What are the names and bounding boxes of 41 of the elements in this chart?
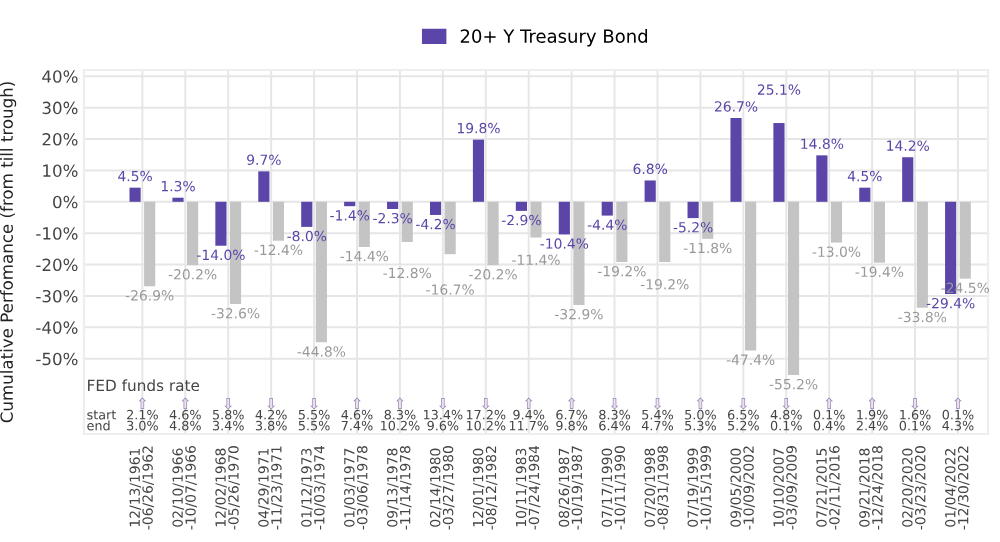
bar (187, 201, 199, 266)
bar (472, 139, 485, 202)
bar (959, 201, 971, 279)
bar (258, 171, 270, 202)
bar (873, 201, 885, 263)
bar (816, 155, 828, 202)
y-tick-label: 10% (43, 164, 78, 177)
y-tick-label: 20% (42, 133, 78, 146)
y-tick-label: -10% (36, 227, 78, 240)
bar (301, 201, 313, 227)
y-tick-label: 30% (42, 101, 78, 115)
bar (601, 201, 613, 216)
bar (429, 201, 442, 215)
y-tick-label: -50% (36, 352, 78, 366)
bar (745, 201, 757, 351)
y-tick-label: -30% (36, 289, 78, 303)
bar (787, 201, 800, 376)
bar (916, 201, 928, 308)
bar (830, 201, 843, 243)
y-tick-label: -40% (36, 321, 78, 334)
bar (902, 157, 914, 202)
y-axis-title: Cumulative Perfomance (from till trough) (0, 82, 17, 423)
bar (129, 187, 141, 202)
bar (859, 187, 871, 202)
y-tick-label: -20% (36, 258, 78, 272)
bar (515, 201, 527, 211)
y-tick-label: 0% (53, 195, 78, 209)
bar (730, 118, 742, 202)
bar (558, 201, 570, 235)
bar (215, 201, 227, 246)
legend-label: 20+ Y Treasury Bond (460, 29, 648, 47)
bar (773, 123, 785, 202)
bar (144, 201, 156, 287)
bar (387, 201, 399, 210)
bar (344, 201, 356, 207)
y-tick-label: 40% (42, 70, 78, 83)
bar (487, 201, 499, 266)
bar (659, 201, 671, 263)
bar (272, 201, 285, 241)
bar (644, 180, 656, 202)
bar (687, 201, 699, 219)
